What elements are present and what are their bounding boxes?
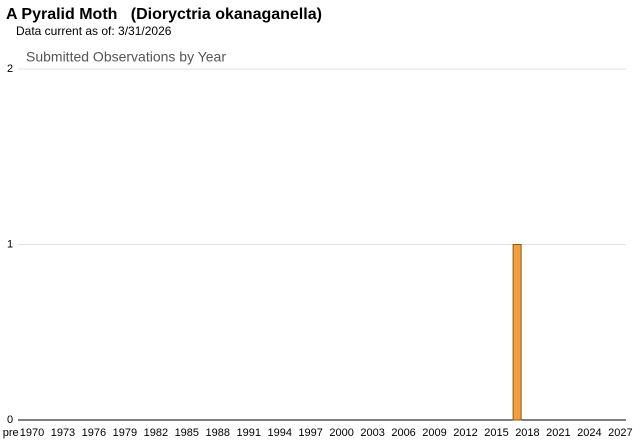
- x-tick-label: 1985: [175, 427, 199, 439]
- x-tick-label: 1994: [267, 427, 291, 439]
- y-tick-label: 0: [7, 414, 13, 426]
- y-tick-label: 1: [7, 238, 13, 250]
- x-tick-label: 1997: [298, 427, 322, 439]
- x-tick-label: 2015: [484, 427, 508, 439]
- subtitle: Data current as of: 3/31/2026: [16, 24, 172, 38]
- x-tick-label: 1991: [237, 427, 261, 439]
- x-tick-label: 2000: [329, 427, 353, 439]
- x-tick-label: 1982: [144, 427, 168, 439]
- x-tick-label: 2006: [391, 427, 415, 439]
- x-tick-label: 1988: [206, 427, 230, 439]
- x-tick-label: 2018: [515, 427, 539, 439]
- x-tick-label: 2012: [453, 427, 477, 439]
- x-tick-label: pre: [3, 427, 19, 439]
- x-tick-label: 1973: [51, 427, 75, 439]
- y-tick-label: 2: [7, 63, 13, 75]
- x-tick-label: 1976: [82, 427, 106, 439]
- x-tick-label: 2021: [546, 427, 570, 439]
- x-tick-label: 1970: [20, 427, 44, 439]
- x-tick-label: 2003: [360, 427, 384, 439]
- chart-title: Submitted Observations by Year: [26, 49, 226, 65]
- bar: [512, 244, 522, 421]
- x-tick-label: 2024: [577, 427, 601, 439]
- page-title: A Pyralid Moth (Dioryctria okanaganella): [6, 6, 322, 23]
- x-tick-label: 2027: [608, 427, 632, 439]
- x-tick-label: 2009: [422, 427, 446, 439]
- x-tick-label: 1979: [113, 427, 137, 439]
